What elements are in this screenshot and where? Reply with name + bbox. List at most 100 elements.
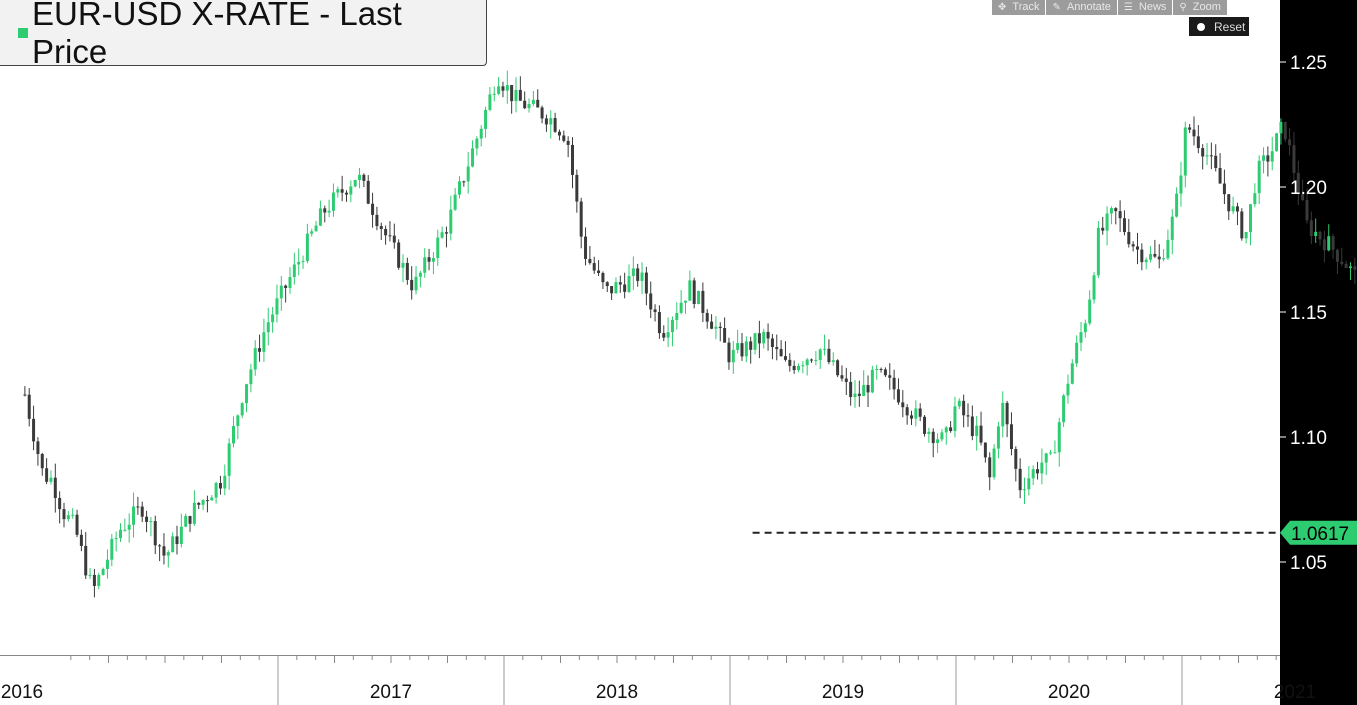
candle [105, 549, 109, 579]
candle-body [992, 448, 996, 478]
candle [727, 337, 731, 370]
candle-body [227, 443, 231, 476]
candle [514, 77, 518, 113]
candle-body [414, 276, 418, 291]
candle-body [32, 418, 36, 442]
candle [866, 375, 870, 408]
candle [1314, 218, 1318, 244]
candle-body [397, 242, 401, 268]
candle [1275, 132, 1279, 152]
candle [132, 492, 136, 538]
price-tick-label: 1.25 [1290, 53, 1327, 74]
candle-body [614, 282, 618, 294]
candle [384, 225, 388, 245]
candle [779, 340, 783, 357]
candle [58, 491, 62, 524]
candle [431, 252, 435, 275]
reset-button[interactable]: Reset [1189, 17, 1249, 36]
candle-body [1153, 253, 1157, 257]
candle [214, 481, 218, 504]
candle-body [936, 439, 940, 444]
candle-body [1331, 236, 1335, 250]
candle [231, 416, 235, 448]
candle [1253, 183, 1257, 208]
candle [1049, 449, 1053, 456]
candle-body [110, 538, 114, 560]
candle [1092, 272, 1096, 304]
candle [275, 284, 279, 323]
candle [1162, 249, 1166, 262]
candle [145, 510, 149, 533]
candle [53, 463, 57, 513]
candle-body [158, 545, 162, 547]
candle-body [192, 502, 196, 524]
candle [245, 383, 249, 413]
candle [570, 137, 574, 189]
candle [909, 410, 913, 426]
candle-body [901, 402, 905, 408]
candle [192, 490, 196, 527]
candle-body [636, 268, 640, 281]
candle [1001, 391, 1005, 438]
candle-body [692, 280, 696, 304]
candle-body [1235, 206, 1239, 212]
candle-body [471, 148, 475, 167]
candle-body [1240, 211, 1244, 239]
zoom-button[interactable]: ⚲ Zoom [1173, 0, 1227, 15]
candle-body [132, 506, 136, 525]
year-label: 2017 [370, 682, 412, 703]
candle [979, 411, 983, 446]
candle [662, 325, 666, 342]
candle [1296, 160, 1300, 205]
candle-body [140, 506, 144, 517]
candle [1331, 233, 1335, 259]
candle [1205, 143, 1209, 166]
candle-body [205, 500, 209, 502]
candle-body [1318, 231, 1322, 240]
candle [1301, 179, 1305, 202]
candle [127, 513, 131, 543]
candle-body [610, 286, 614, 294]
candle [284, 284, 288, 303]
candle [940, 429, 944, 442]
candle [92, 568, 96, 598]
candle-body [553, 118, 557, 132]
news-button[interactable]: ☰ News [1117, 0, 1173, 15]
candle [636, 263, 640, 287]
candle [397, 239, 401, 270]
candle [388, 221, 392, 242]
candle-body [783, 356, 787, 360]
candle-body [431, 257, 435, 262]
candle [292, 252, 296, 285]
track-button[interactable]: ✥ Track [992, 0, 1046, 15]
candle-body [1179, 175, 1183, 194]
candle [988, 452, 992, 491]
candle-body [444, 232, 448, 234]
candle-body [284, 285, 288, 288]
candle-body [405, 262, 409, 280]
annotate-button[interactable]: ✎ Annotate [1046, 0, 1117, 15]
candle-body [1057, 422, 1061, 453]
candle-body [727, 342, 731, 363]
candle [101, 567, 105, 576]
candle-body [292, 264, 296, 278]
candle-body [101, 568, 105, 575]
candle-body [362, 174, 366, 181]
candle [757, 320, 761, 359]
candle [814, 351, 818, 366]
candle [84, 532, 88, 579]
candle-body [1353, 266, 1357, 270]
candle-body [949, 427, 953, 432]
candle [914, 400, 918, 427]
candle [523, 91, 527, 110]
candle [1114, 207, 1118, 225]
candle-body [249, 369, 253, 385]
candle [1248, 203, 1252, 246]
candle-body [1231, 206, 1235, 212]
price-tick-label: 1.10 [1290, 428, 1327, 449]
candle-body [1070, 363, 1074, 384]
candle-body [879, 368, 883, 370]
candle [1018, 458, 1022, 499]
candle-body [475, 138, 479, 149]
year-label: 2018 [596, 682, 638, 703]
